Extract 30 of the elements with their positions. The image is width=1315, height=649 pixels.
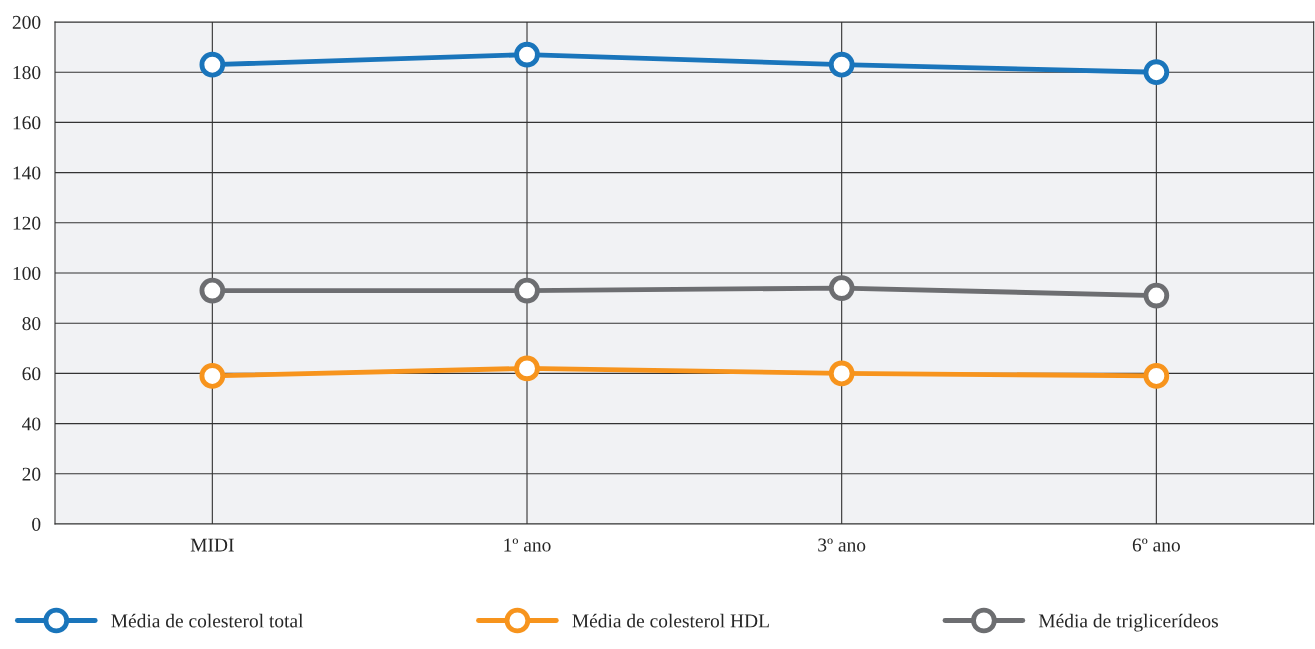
y-tick-label: 60	[22, 367, 41, 381]
point	[828, 275, 855, 301]
point	[199, 363, 226, 389]
point	[199, 51, 226, 78]
point	[514, 41, 540, 68]
point	[514, 355, 540, 382]
legend-label: Média de colesterol total	[111, 613, 304, 628]
point	[828, 51, 855, 78]
y-tick-label: 80	[22, 317, 41, 331]
point	[199, 277, 226, 304]
y-tick-label: 180	[13, 66, 41, 80]
legend-label: Média de triglicerídeos	[1038, 613, 1218, 632]
x-tick-label: 1º ano	[504, 538, 551, 552]
y-tick-label: 140	[13, 166, 41, 180]
point	[514, 277, 540, 304]
x-tick-label: MIDI	[190, 538, 234, 552]
y-tick-label: 20	[22, 467, 41, 481]
y-tick-label: 0	[32, 517, 41, 531]
legend-label: Média de colesterol HDL	[572, 613, 769, 628]
x-tick-label: 6º ano	[1132, 538, 1180, 552]
point	[1143, 363, 1170, 389]
y-tick-label: 40	[22, 417, 41, 431]
y-tick-label: 100	[13, 266, 41, 280]
point	[828, 360, 855, 387]
y-tick-label: 120	[13, 216, 41, 230]
y-tick-label: 200	[12, 15, 41, 29]
point	[1143, 59, 1170, 86]
point	[1143, 282, 1170, 309]
x-tick-label: 3º ano	[818, 538, 866, 552]
y-tick-label: 160	[13, 116, 41, 130]
